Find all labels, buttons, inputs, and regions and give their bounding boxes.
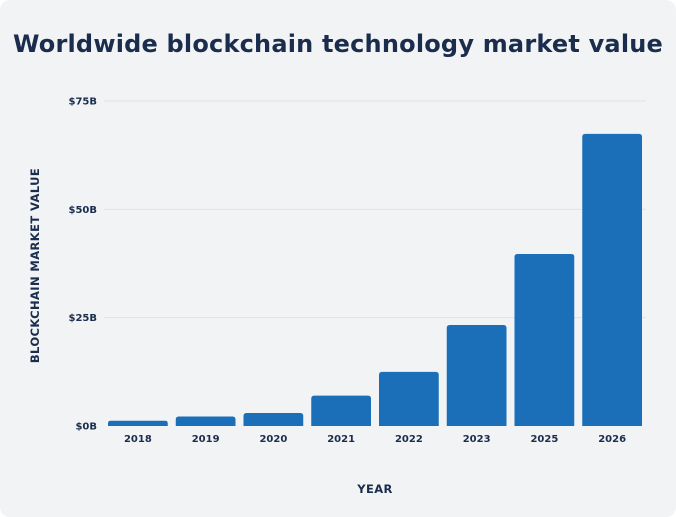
x-axis-title: YEAR — [356, 482, 393, 496]
bar-2019 — [175, 416, 236, 426]
y-tick-label: $25B — [69, 313, 98, 324]
bar-2023 — [446, 325, 507, 426]
bar-2021 — [311, 395, 371, 426]
bar-2022 — [379, 371, 439, 426]
bar-2018 — [108, 420, 168, 426]
x-tick-label: 2025 — [530, 434, 558, 445]
y-axis-title: BLOCKCHAIN MARKET VALUE — [28, 168, 42, 363]
y-tick-label: $50B — [69, 205, 98, 216]
y-tick-label: $0B — [75, 422, 97, 433]
x-tick-label: 2019 — [192, 434, 220, 445]
bar-2026 — [582, 133, 642, 426]
x-axis-ticks: 2018 2019 2020 2021 2022 2023 2025 2026 — [124, 434, 626, 445]
x-tick-label: 2020 — [259, 434, 287, 445]
y-axis-ticks: $0B $25B $50B $75B — [69, 97, 98, 433]
bars — [108, 133, 642, 426]
bar-2025 — [514, 253, 575, 426]
y-tick-label: $75B — [69, 97, 98, 108]
x-tick-label: 2018 — [124, 434, 152, 445]
x-tick-label: 2023 — [463, 434, 491, 445]
x-tick-label: 2026 — [598, 434, 626, 445]
chart-title: Worldwide blockchain technology market v… — [12, 30, 664, 58]
x-tick-label: 2021 — [327, 434, 355, 445]
bar-2020 — [243, 413, 304, 426]
x-tick-label: 2022 — [395, 434, 423, 445]
